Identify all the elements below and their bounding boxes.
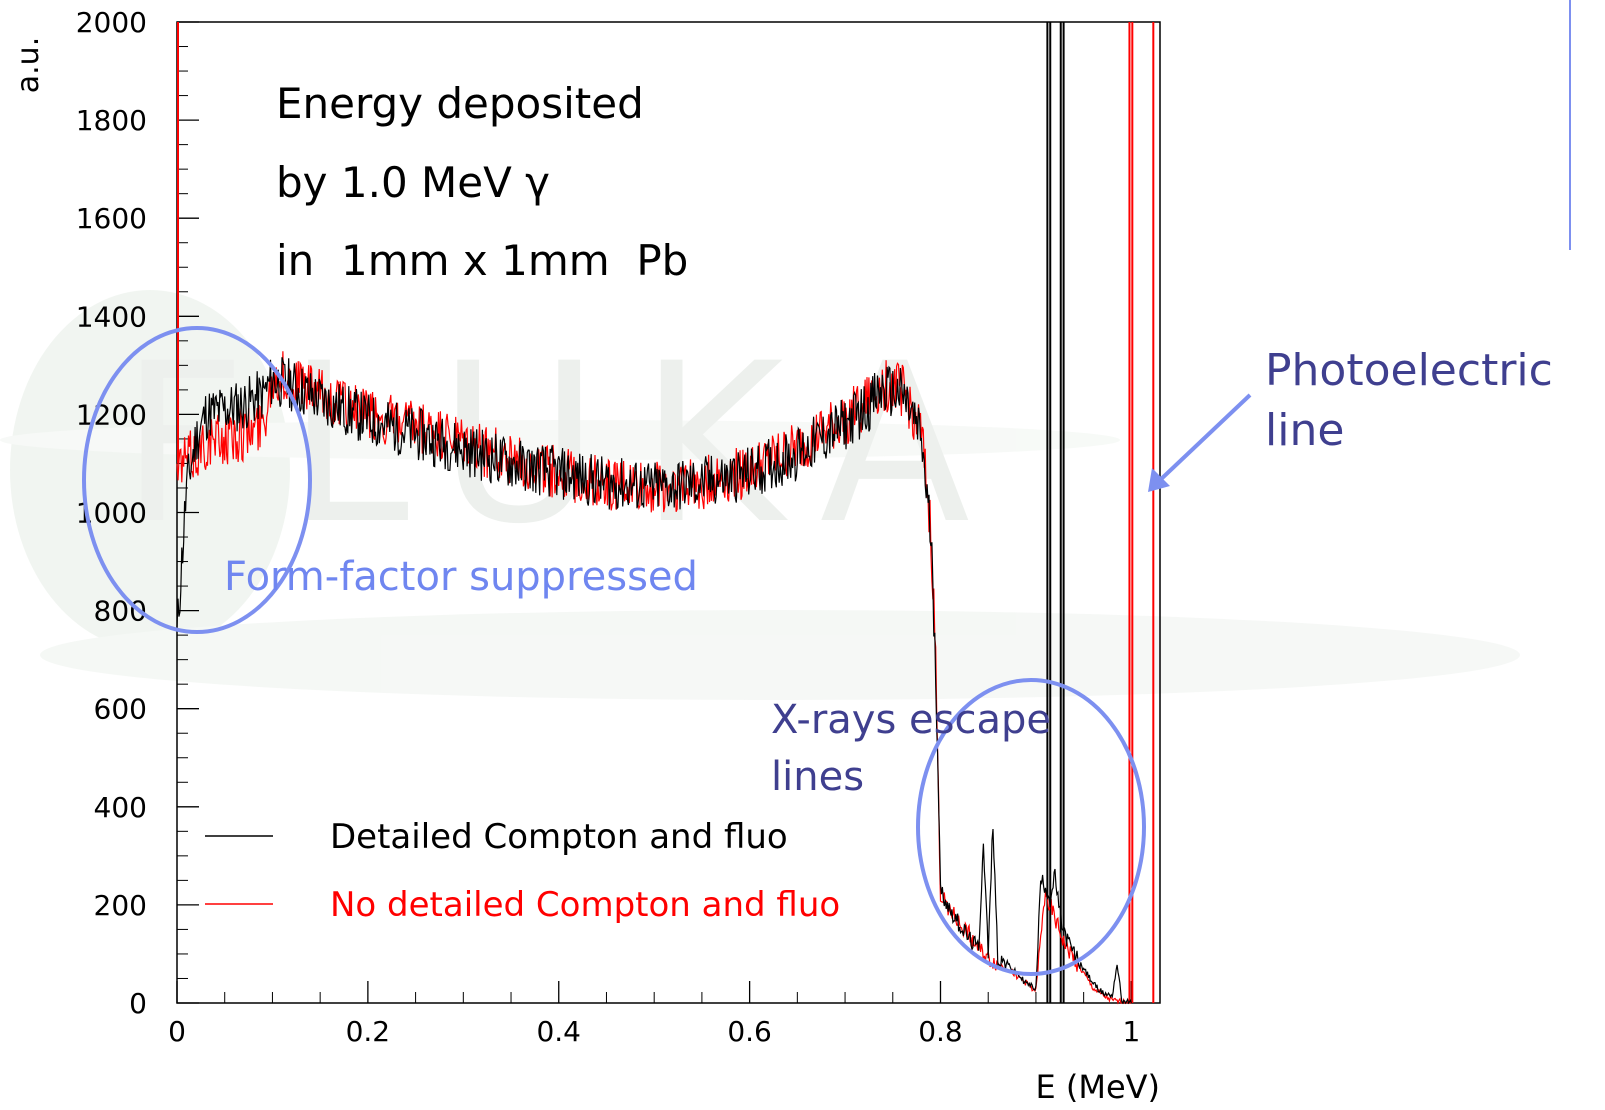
annotation-photoelectric: Photoelectric: [1265, 345, 1553, 396]
y-tick-label: 200: [94, 889, 147, 922]
y-tick-label: 2000: [76, 6, 147, 39]
x-axis-label: E (MeV): [1035, 1068, 1160, 1106]
vertical-lines: [177, 22, 1155, 1003]
annotation-x-rays-escape: X-rays escape: [771, 697, 1051, 743]
x-tick-label: 1: [1122, 1015, 1140, 1048]
x-tick-label: 0.6: [727, 1015, 772, 1048]
fluka-watermark-logo: FLUKA: [0, 290, 1520, 700]
annotation-form-factor: Form-factor suppressed: [224, 554, 698, 600]
y-tick-label: 1800: [76, 104, 147, 137]
y-tick-label: 1600: [76, 202, 147, 235]
data-series: [176, 351, 1132, 1005]
inset-text-line-2: by 1.0 MeV γ: [276, 158, 550, 207]
x-ray-escape-ellipse: [916, 678, 1146, 976]
x-tick-label: 0: [168, 1015, 186, 1048]
y-tick-label: 1400: [76, 300, 147, 333]
legend-label-no-detailed: No detailed Compton and fluo: [330, 885, 840, 925]
inset-text-line-1: Energy deposited: [276, 79, 644, 128]
annotations: Form-factor suppressed X-rays escape lin…: [82, 0, 1571, 976]
form-factor-ellipse: [82, 326, 312, 634]
svg-text:FLUKA: FLUKA: [120, 316, 1010, 572]
x-tick-label: 0.8: [918, 1015, 963, 1048]
y-tick-label: 1200: [76, 398, 147, 431]
series-detailed-compton-line: [176, 357, 1132, 1005]
annotation-lines: lines: [771, 754, 864, 800]
y-axis-label: a.u.: [11, 37, 46, 93]
x-tick-label: 0.4: [536, 1015, 581, 1048]
photoelectric-arrow-shaft: [1156, 393, 1252, 484]
y-tick-label: 600: [94, 693, 147, 726]
inset-text-line-3: in 1mm x 1mm Pb: [276, 236, 688, 285]
legend: Detailed Compton and fluo No detailed Co…: [205, 817, 840, 925]
axis-ticks: [176, 21, 1133, 1004]
y-tick-label: 0: [129, 987, 147, 1020]
x-tick-label: 0.2: [346, 1015, 391, 1048]
annotation-line: line: [1265, 405, 1344, 456]
y-tick-label: 400: [94, 791, 147, 824]
photoelectric-arrowhead: [1148, 468, 1170, 492]
legend-label-detailed: Detailed Compton and fluo: [330, 817, 788, 857]
